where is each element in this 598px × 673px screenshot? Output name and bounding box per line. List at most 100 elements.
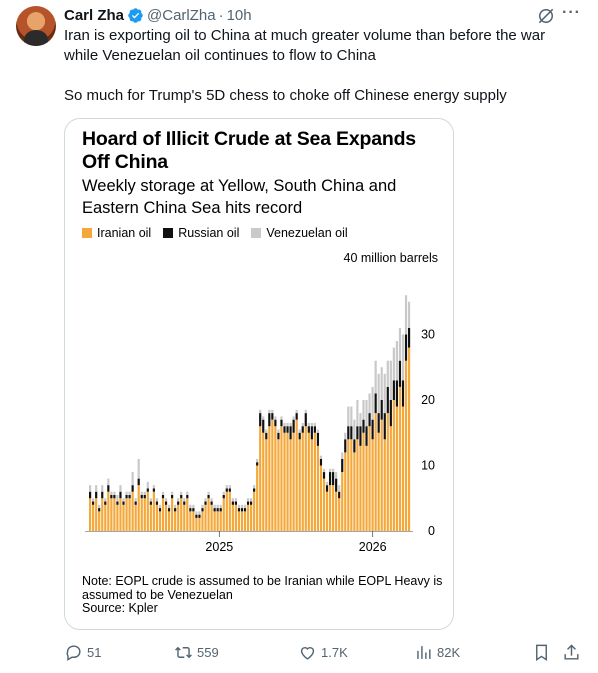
author-handle[interactable]: @CarlZha [147, 6, 216, 24]
bar-segment-iranian-oil [107, 491, 110, 531]
bar-segment-venezuelan-oil [219, 504, 222, 509]
bar-segment-iranian-oil [253, 491, 256, 531]
bar-segment-iranian-oil [119, 498, 122, 531]
bar-segment-iranian-oil [98, 511, 101, 531]
bar-segment-venezuelan-oil [292, 416, 295, 420]
bar-segment-russian-oil [292, 419, 295, 433]
bar-segment-venezuelan-oil [98, 504, 101, 509]
bar-segment-venezuelan-oil [237, 504, 241, 509]
like-button[interactable]: 1.7K [298, 640, 348, 664]
grok-icon[interactable] [536, 6, 556, 26]
bar-segment-iranian-oil [383, 439, 386, 531]
bar-segment-russian-oil [195, 514, 198, 518]
bar-segment-venezuelan-oil [265, 429, 268, 433]
bar-segment-venezuelan-oil [222, 491, 225, 495]
bar-segment-russian-oil [177, 501, 180, 505]
bar-segment-iranian-oil [149, 504, 152, 531]
bar-segment-iranian-oil [347, 439, 350, 531]
bar-segment-iranian-oil [192, 511, 195, 531]
bar-segment-russian-oil [189, 508, 192, 512]
bar-segment-iranian-oil [286, 432, 289, 531]
bar-segment-iranian-oil [298, 439, 301, 531]
bar-segment-russian-oil [307, 426, 310, 433]
bar-segment-iranian-oil [377, 432, 380, 531]
bookmark-button[interactable] [532, 640, 555, 664]
bar-segment-iranian-oil [407, 347, 411, 531]
bar-segment-iranian-oil [146, 491, 149, 531]
bar-segment-russian-oil [122, 501, 125, 505]
bar-segment-iranian-oil [234, 504, 237, 531]
bar-segment-venezuelan-oil [122, 498, 125, 502]
bar-segment-iranian-oil [295, 419, 298, 531]
bar-segment-russian-oil [301, 426, 304, 433]
bar-segment-russian-oil [125, 494, 128, 499]
bar-segment-russian-oil [204, 501, 207, 505]
bar-segment-russian-oil [289, 426, 292, 440]
bar-segment-venezuelan-oil [262, 416, 265, 420]
bar-segment-iranian-oil [341, 472, 344, 531]
bar-segment-venezuelan-oil [398, 327, 402, 361]
chart-image-card[interactable]: 0 10 20 30 2025 2026 Hoard of Illicit Crude a… [64, 118, 454, 630]
bar-segment-iranian-oil [307, 432, 310, 531]
bar-segment-russian-oil [298, 432, 301, 440]
bar-segment-russian-oil [128, 494, 131, 499]
bar-segment-russian-oil [322, 472, 326, 479]
post-text-paragraph2: So much for Trump's 5D chess to choke of… [64, 87, 507, 104]
bar-segment-venezuelan-oil [177, 498, 180, 502]
bar-segment-russian-oil [335, 478, 338, 492]
bar-segment-iranian-oil [338, 498, 341, 531]
repost-button[interactable]: 559 [174, 640, 219, 664]
bar-segment-venezuelan-oil [371, 386, 374, 420]
bar-segment-iranian-oil [395, 406, 398, 531]
bar-segment-russian-oil [392, 380, 395, 400]
bar-segment-venezuelan-oil [210, 498, 213, 502]
bar-segment-russian-oil [344, 439, 347, 453]
bar-segment-venezuelan-oil [143, 491, 146, 495]
bar-segment-russian-oil [113, 494, 116, 499]
author-name[interactable]: Carl Zha [64, 6, 125, 24]
bar-segment-venezuelan-oil [392, 347, 395, 381]
bar-segment-russian-oil [243, 508, 247, 512]
views-count: 82K [437, 644, 461, 660]
bar-segment-venezuelan-oil [347, 406, 350, 427]
bar-segment-iranian-oil [283, 432, 286, 531]
bar-segment-venezuelan-oil [277, 429, 280, 433]
legend-swatch-iranian [82, 228, 92, 238]
chart-title: Hoard of Illicit Crude at Sea Expands Of… [82, 128, 416, 173]
reply-button[interactable]: 51 [64, 640, 101, 664]
bar-segment-iranian-oil [128, 498, 131, 531]
bar-segment-venezuelan-oil [107, 478, 110, 486]
views-button[interactable]: 82K [414, 640, 460, 664]
y-tick-label: 30 [421, 328, 435, 342]
bar-segment-russian-oil [140, 494, 143, 499]
bar-segment-iranian-oil [113, 498, 116, 531]
bar-segment-venezuelan-oil [298, 429, 301, 433]
bar-segment-venezuelan-oil [116, 494, 119, 502]
bar-segment-russian-oil [295, 413, 298, 420]
bar-segment-iranian-oil [371, 439, 374, 531]
bar-segment-venezuelan-oil [164, 498, 168, 502]
bar-segment-venezuelan-oil [386, 360, 389, 387]
bar-segment-russian-oil [338, 491, 341, 499]
bar-segment-iranian-oil [374, 413, 377, 531]
bar-segment-russian-oil [347, 426, 350, 440]
bar-segment-venezuelan-oil [295, 409, 298, 414]
bar-segment-venezuelan-oil [231, 498, 234, 502]
post-time[interactable]: 10h [226, 6, 252, 24]
share-button[interactable] [562, 640, 585, 664]
bar-segment-russian-oil [231, 501, 234, 505]
bar-segment-venezuelan-oil [274, 416, 277, 420]
bar-segment-iranian-oil [216, 511, 219, 531]
bar-segment-venezuelan-oil [250, 498, 253, 502]
bar-segment-russian-oil [240, 508, 244, 512]
bar-segment-iranian-oil [274, 426, 277, 531]
more-options-icon[interactable]: ··· [562, 4, 581, 21]
views-icon [417, 645, 431, 659]
avatar[interactable] [16, 6, 56, 46]
bar-segment-russian-oil [131, 485, 134, 492]
bar-segment-venezuelan-oil [401, 334, 405, 381]
bar-segment-venezuelan-oil [216, 504, 219, 509]
legend-item-venezuelan: Venezuelan oil [251, 226, 348, 240]
bar-segment-iranian-oil [171, 498, 174, 531]
bar-segment-venezuelan-oil [350, 406, 353, 427]
